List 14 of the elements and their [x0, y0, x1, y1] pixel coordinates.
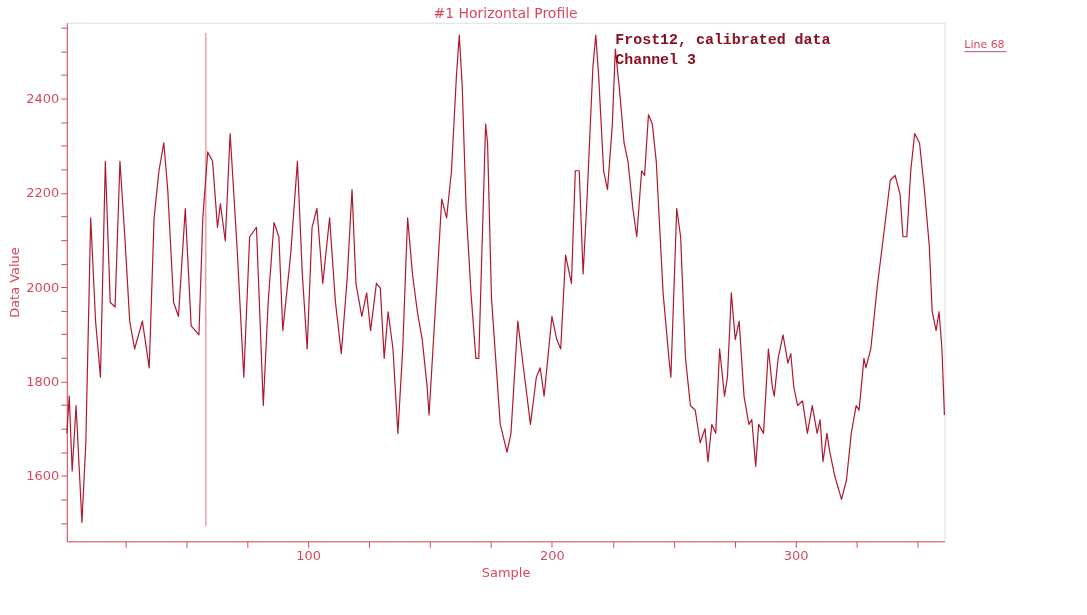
x-tick-label: 300: [783, 547, 809, 563]
x-tick-label: 200: [540, 547, 565, 563]
y-tick-label: 1800: [26, 373, 60, 389]
y-tick-label: 2200: [26, 185, 60, 201]
y-tick-label: 1600: [26, 468, 60, 484]
line-series: [66, 34, 945, 524]
y-axis-title: Data Value: [7, 247, 23, 318]
x-axis-title: Sample: [481, 564, 531, 580]
text: Line 68: [964, 37, 1005, 51]
chart-title: #1 Horizontal Profile: [433, 4, 578, 21]
annotation: Frost12, calibrated data: [615, 31, 831, 48]
y-tick-label: 2400: [26, 91, 60, 107]
x-tick-label: 100: [296, 547, 322, 563]
y-tick-label: 2000: [26, 279, 60, 295]
